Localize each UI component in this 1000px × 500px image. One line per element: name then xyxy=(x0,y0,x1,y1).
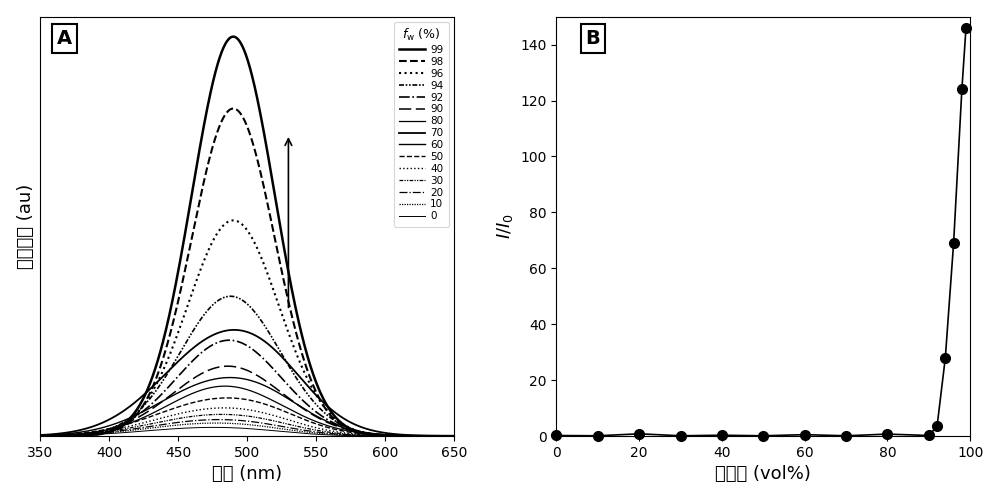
Text: A: A xyxy=(57,29,72,48)
Y-axis label: $I/I_0$: $I/I_0$ xyxy=(495,214,515,240)
X-axis label: 水含量 (vol%): 水含量 (vol%) xyxy=(715,466,811,483)
X-axis label: 波长 (nm): 波长 (nm) xyxy=(212,466,282,483)
Text: B: B xyxy=(585,29,600,48)
Legend: 99, 98, 96, 94, 92, 90, 80, 70, 60, 50, 40, 30, 20, 10, 0: 99, 98, 96, 94, 92, 90, 80, 70, 60, 50, … xyxy=(394,22,449,227)
Y-axis label: 荧光强度 (au): 荧光强度 (au) xyxy=(17,184,35,269)
